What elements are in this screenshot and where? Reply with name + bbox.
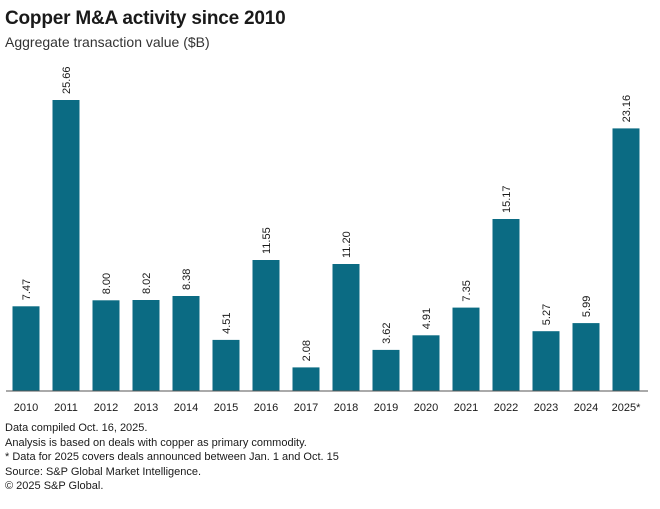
value-label-2022: 15.17 bbox=[501, 185, 513, 213]
value-label-2023: 5.27 bbox=[541, 304, 553, 325]
bar-2018 bbox=[332, 264, 360, 391]
bars-layer bbox=[12, 100, 640, 391]
tick-label-2025: 2025* bbox=[612, 402, 641, 414]
bar-2019 bbox=[372, 349, 400, 391]
tick-label-2015: 2015 bbox=[214, 402, 238, 414]
value-label-2014: 8.38 bbox=[181, 269, 193, 290]
value-label-2015: 4.51 bbox=[221, 312, 233, 333]
value-label-2013: 8.02 bbox=[141, 273, 153, 294]
bar-2012 bbox=[92, 300, 120, 391]
bar-2025 bbox=[612, 128, 640, 391]
tick-label-2013: 2013 bbox=[134, 402, 158, 414]
bar-2010 bbox=[12, 306, 40, 391]
bar-2011 bbox=[52, 100, 80, 391]
footnote-2025-coverage: * Data for 2025 covers deals announced b… bbox=[5, 451, 339, 464]
value-label-2025: 23.16 bbox=[621, 95, 633, 123]
tick-label-2020: 2020 bbox=[414, 402, 438, 414]
footnotes: Data compiled Oct. 16, 2025. Analysis is… bbox=[5, 421, 339, 494]
tick-label-2024: 2024 bbox=[574, 402, 598, 414]
value-label-2024: 5.99 bbox=[581, 296, 593, 317]
value-label-2020: 4.91 bbox=[421, 308, 433, 329]
tick-label-2017: 2017 bbox=[294, 402, 318, 414]
value-label-2021: 7.35 bbox=[461, 280, 473, 301]
tick-label-2012: 2012 bbox=[94, 402, 118, 414]
footnote-source: Source: S&P Global Market Intelligence. bbox=[5, 465, 202, 478]
footnote-copyright: © 2025 S&P Global. bbox=[5, 480, 104, 493]
bar-2017 bbox=[292, 367, 320, 391]
tick-label-2016: 2016 bbox=[254, 402, 278, 414]
bar-2020 bbox=[412, 335, 440, 391]
bar-2013 bbox=[132, 300, 160, 391]
tick-labels-layer: 2010 2011 2012 2013 2014 2015 2016 2017 2018 2019… bbox=[14, 402, 641, 414]
chart-title: Copper M&A activity since 2010 bbox=[5, 8, 286, 29]
tick-label-2010: 2010 bbox=[14, 402, 38, 414]
value-label-2011: 25.66 bbox=[61, 66, 73, 94]
bar-2022 bbox=[492, 219, 520, 391]
value-label-2018: 11.20 bbox=[341, 231, 353, 258]
value-label-2019: 3.62 bbox=[381, 322, 393, 343]
bar-2015 bbox=[212, 339, 240, 391]
value-label-2012: 8.00 bbox=[101, 273, 113, 294]
tick-label-2018: 2018 bbox=[334, 402, 358, 414]
tick-label-2023: 2023 bbox=[534, 402, 558, 414]
chart-subtitle: Aggregate transaction value ($B) bbox=[5, 34, 210, 50]
bar-2024 bbox=[572, 323, 600, 391]
bar-2021 bbox=[452, 307, 480, 391]
value-label-2016: 11.55 bbox=[261, 227, 273, 254]
tick-label-2014: 2014 bbox=[174, 402, 198, 414]
value-label-2017: 2.08 bbox=[301, 340, 313, 361]
tick-label-2011: 2011 bbox=[54, 402, 78, 414]
value-label-2010: 7.47 bbox=[21, 279, 33, 300]
footnote-data-compiled: Data compiled Oct. 16, 2025. bbox=[5, 422, 148, 434]
bar-2023 bbox=[532, 331, 560, 391]
value-labels-layer: 7.47 25.66 8.00 8.02 8.38 4.51 11.55 2.08 11.20 3… bbox=[21, 66, 633, 361]
bar-2016 bbox=[252, 260, 280, 391]
tick-label-2019: 2019 bbox=[374, 402, 398, 414]
tick-label-2022: 2022 bbox=[494, 402, 518, 414]
footnote-analysis-basis: Analysis is based on deals with copper a… bbox=[5, 436, 307, 449]
tick-label-2021: 2021 bbox=[454, 402, 478, 414]
bar-2014 bbox=[172, 296, 200, 391]
